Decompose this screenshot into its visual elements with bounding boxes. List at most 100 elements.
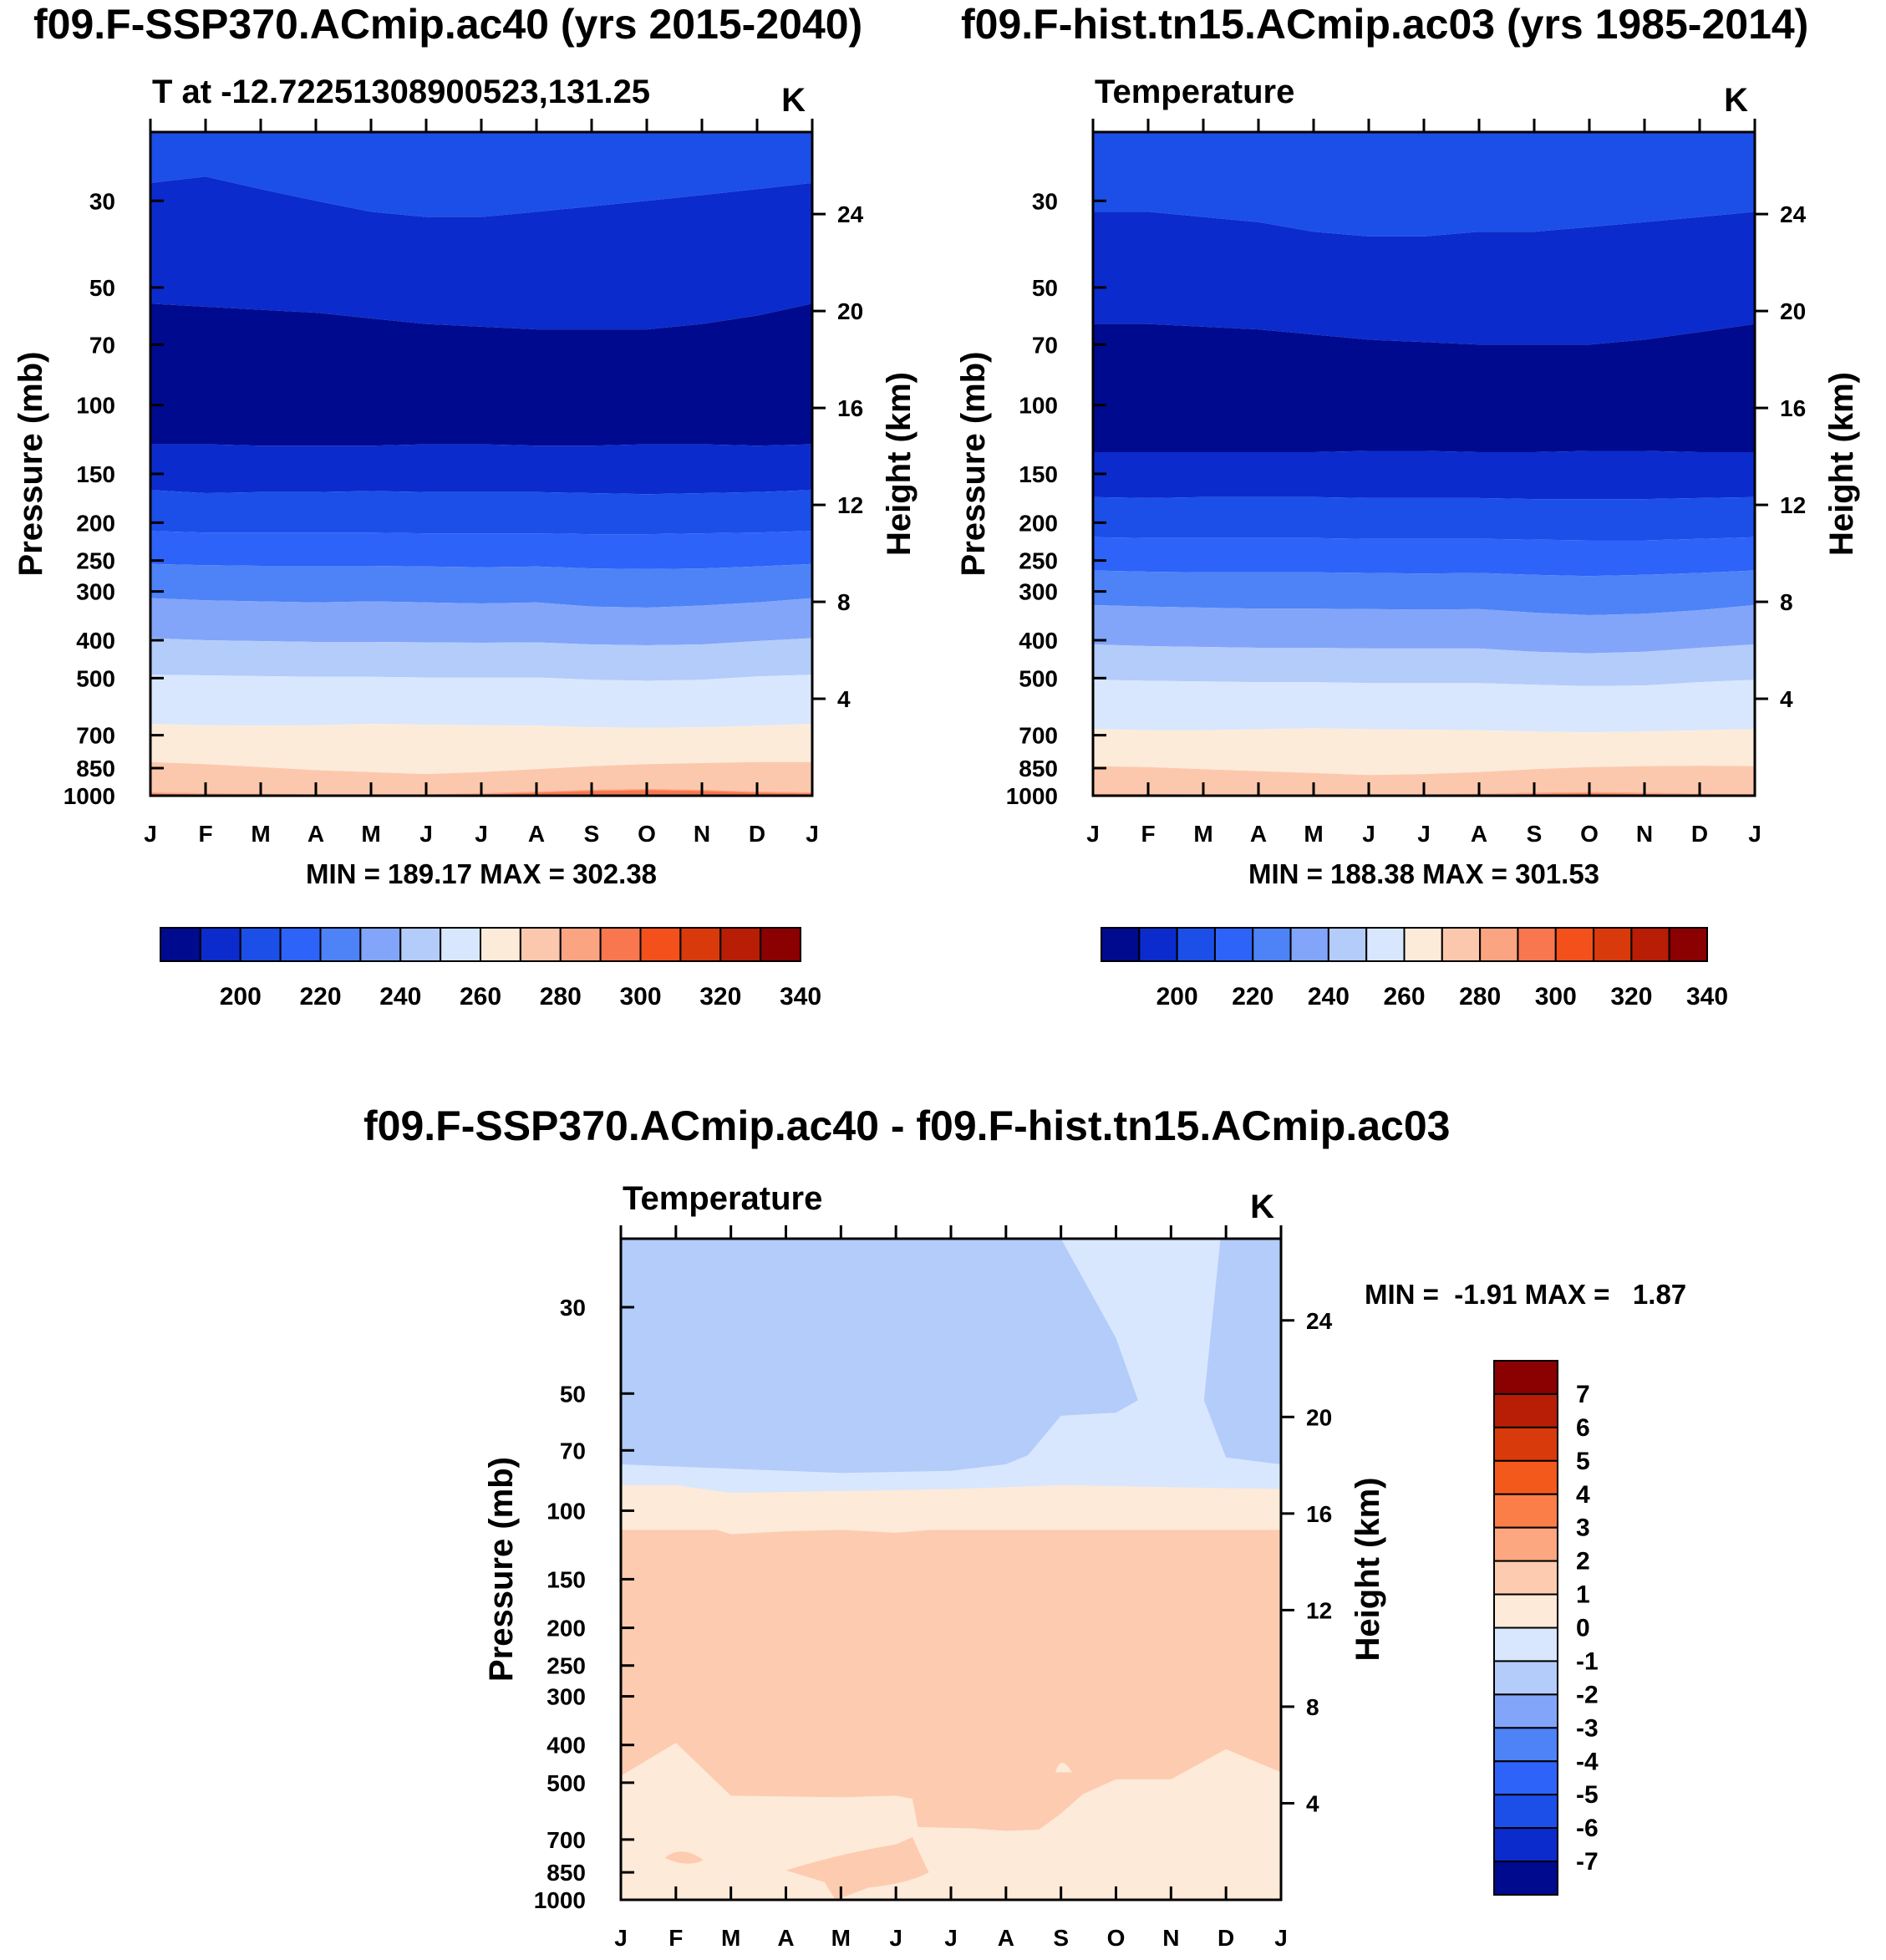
panel2-colorbar-box [1441,927,1482,962]
panel2-units: K [1724,82,1748,119]
panel3-month-label: A [777,1925,794,1951]
panel3-month-label: N [1162,1925,1179,1951]
panel1-month-label: J [419,821,433,847]
panel3-pressure-label: 850 [546,1860,586,1886]
panel2-colorbar-box [1252,927,1292,962]
panel2-month-label: O [1580,821,1599,847]
panel3-month-label: J [889,1925,902,1951]
panel1-colorbar-box [480,927,521,962]
panel2-pressure-label: 300 [1019,579,1058,605]
panel3-colorbar-box [1493,1760,1558,1796]
panel1-colorbar-label: 300 [619,983,661,1011]
panel2-colorbar-label: 280 [1459,983,1501,1011]
panel3-colorbar-box [1493,1827,1558,1863]
panel2-height-label: 20 [1780,298,1806,324]
panel2-month-label: A [1250,821,1267,847]
panel1-units: K [781,82,806,119]
panel2-pressure-label: 250 [1019,548,1058,574]
panel2-contour-band [1093,132,1755,237]
panel1-pressure-label: 500 [76,665,115,691]
panel1-colorbar-box [440,927,481,962]
panel1-colorbar-box [760,927,801,962]
panel1-contour-band [150,724,812,775]
panel1-month-label: N [694,821,710,847]
panel2-height-label: 24 [1780,201,1807,227]
panel3-colorbar-box [1493,1360,1558,1395]
panel1-colorbar-label: 260 [460,983,501,1011]
panel1-height-label: 12 [837,492,863,518]
panel3-colorbar-label: 6 [1576,1414,1590,1442]
panel3-patch-may [785,1836,929,1900]
panel1-colorbar-label: 320 [699,983,741,1011]
panel2-subtitle: Temperature [1095,74,1294,110]
panel2-month-label: M [1304,821,1323,847]
panel3-colorbar-label: 1 [1576,1581,1590,1609]
panel3-height-label: 12 [1306,1597,1332,1623]
panel1-contour-group [150,132,812,796]
panel2-colorbar-label: 200 [1157,983,1198,1011]
panel2-month-label: J [1748,821,1761,847]
panel1-ylabel-right: Height (km) [881,372,918,556]
panel2-colorbar-box [1403,927,1443,962]
panel1-pressure-label: 700 [76,723,115,749]
panel1-month-label: D [749,821,765,847]
panel2-colorbar-label: 220 [1232,983,1273,1011]
panel3-colorbar-label: -4 [1576,1748,1599,1775]
panel2-colorbar-box [1176,927,1216,962]
panel3-colorbar-box [1493,1627,1558,1662]
panel1-contour-band [150,531,812,569]
panel1-colorbar-box [199,927,241,962]
panel3-pressure-label: 70 [560,1438,586,1464]
panel1-height-label: 24 [837,201,864,227]
panel3-pressure-label: 500 [546,1770,586,1796]
panel3-month-label: M [831,1925,851,1951]
panel2-month-label: J [1417,821,1431,847]
panel2-contour-group [1093,132,1755,796]
panel3-colorbar-label: -1 [1576,1647,1599,1675]
panel2-pressure-label: 700 [1019,723,1058,749]
panel3-colorbar-label: -5 [1576,1781,1599,1809]
panel1-colorbar-box [639,927,682,962]
panel3-month-label: J [944,1925,958,1951]
panel3-height-label: 24 [1306,1308,1333,1334]
panel1-month-label: J [475,821,488,847]
panel3-pressure-label: 200 [546,1616,586,1642]
panel2-ylabel: Pressure (mb) [955,352,992,577]
panel3-colorbar-label: -7 [1576,1848,1599,1876]
panel1-month-label: M [361,821,380,847]
panel2-colorbar-box [1138,927,1178,962]
panel2-pressure-label: 50 [1032,275,1058,301]
panel3-height-label: 16 [1306,1501,1332,1527]
panel3-colorbar-box [1493,1727,1558,1763]
panel1-colorbar-label: 240 [379,983,421,1011]
panel2-colorbar-label: 300 [1535,983,1577,1011]
panel3-colorbar-label: 7 [1576,1381,1590,1408]
panel2-pressure-label: 150 [1019,461,1058,487]
panel1-pressure-label: 850 [76,756,115,781]
panel1-colorbar-box [519,927,562,962]
panel1-height-label: 8 [837,589,851,615]
panel3-ylabel: Pressure (mb) [483,1457,520,1682]
panel3-month-label: S [1053,1925,1069,1951]
panel3-month-label: F [668,1925,683,1951]
panel3-pressure-label: 250 [546,1653,586,1679]
panel2-height-label: 12 [1780,492,1806,518]
panel3-height-label: 20 [1306,1404,1332,1430]
panel2-colorbar-box [1101,927,1141,962]
panel2-ylabel-right: Height (km) [1823,372,1860,556]
panel1-colorbar-box [359,927,402,962]
panel1-month-label: A [308,821,324,847]
panel1-colorbar-label: 340 [780,983,821,1011]
panel1-colorbar-box [279,927,322,962]
panel3-colorbar-box [1493,1392,1558,1428]
panel3-region-2-3 [621,1514,1281,1831]
panel1-month-label: M [251,821,270,847]
panel1-colorbar-box [399,927,442,962]
panel2-colorbar-box [1630,927,1670,962]
panel2-month-label: S [1527,821,1543,847]
panel1-month-label: J [806,821,819,847]
panel2-colorbar-box [1365,927,1406,962]
panel3-region-minus1-0 [621,1239,1281,1474]
panel3-colorbar-label: 2 [1576,1548,1590,1576]
panel1-colorbar-label: 200 [220,983,262,1011]
